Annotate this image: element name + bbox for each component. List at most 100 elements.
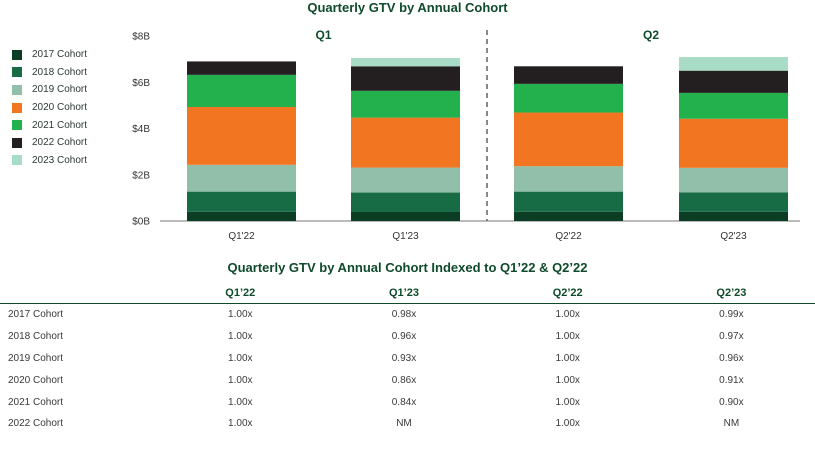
- legend-item: 2018 Cohort: [12, 64, 87, 82]
- table-cell: 1.00x: [228, 331, 253, 343]
- table-cell: 0.97x: [719, 331, 744, 343]
- bar-segment: [351, 192, 460, 212]
- table-cell: 1.00x: [228, 374, 253, 386]
- header-q1-23: Q1’23: [320, 283, 488, 304]
- bar-segment: [351, 90, 460, 118]
- bar-segment: [351, 66, 460, 91]
- table-cell: 0.98x: [391, 309, 417, 321]
- table-cell: 0.84x: [391, 396, 417, 408]
- bar-segment: [514, 66, 623, 84]
- bar-segment: [351, 117, 460, 168]
- table-cell: 1.00x: [228, 418, 253, 430]
- bar-segment: [679, 57, 788, 71]
- table-row: 2019 Cohort 1.00x 0.93x 1.00x 0.96x: [0, 348, 815, 370]
- row-label: 2022 Cohort: [8, 418, 64, 430]
- table-title: Quarterly GTV by Annual Cohort Indexed t…: [227, 260, 588, 275]
- group-label: Q2: [643, 28, 659, 42]
- bar-segment: [679, 192, 788, 212]
- bar-segment: [351, 211, 460, 221]
- header-q2-22: Q2’22: [487, 283, 648, 304]
- bar-segment: [679, 211, 788, 221]
- bar-segment: [187, 106, 296, 165]
- table-cell: 0.96x: [391, 331, 417, 343]
- table-cell: 1.00x: [555, 331, 580, 343]
- table-cell: 1.00x: [228, 309, 253, 321]
- x-tick-label: Q2'22: [555, 231, 582, 242]
- legend-label: 2017 Cohort: [32, 49, 88, 61]
- table-cell: 1.00x: [228, 396, 253, 408]
- legend-item: 2020 Cohort: [12, 99, 87, 117]
- legend-item: 2023 Cohort: [12, 152, 87, 170]
- row-label: 2017 Cohort: [8, 309, 64, 321]
- bar-segment: [679, 118, 788, 168]
- bar-segment: [679, 92, 788, 119]
- y-tick-label: $8B: [132, 32, 150, 43]
- table-row: 2021 Cohort 1.00x 0.84x 1.00x 0.90x: [0, 391, 815, 413]
- row-label: 2020 Cohort: [8, 374, 64, 386]
- bar-segment: [187, 164, 296, 192]
- legend-label: 2021 Cohort: [32, 119, 88, 131]
- legend-label: 2018 Cohort: [32, 66, 88, 78]
- legend-swatch: [12, 137, 22, 148]
- row-label: 2018 Cohort: [8, 331, 64, 343]
- bar-segment: [351, 57, 460, 67]
- header-empty: [0, 283, 161, 304]
- bar-segment: [679, 167, 788, 193]
- row-label: 2019 Cohort: [8, 352, 64, 364]
- legend-label: 2019 Cohort: [32, 84, 88, 96]
- table-cell: 0.90x: [719, 396, 744, 408]
- legend-item: 2017 Cohort: [12, 46, 87, 64]
- table-header-row: Q1’22 Q1’23 Q2’22 Q2’23: [0, 283, 815, 304]
- table-cell: 1.00x: [555, 309, 580, 321]
- header-q1-22: Q1’22: [160, 283, 321, 304]
- table-cell: 0.86x: [391, 374, 417, 386]
- chart-title: Quarterly GTV by Annual Cohort: [307, 0, 508, 15]
- x-tick-label: Q1'23: [392, 231, 419, 242]
- table-cell: 0.91x: [719, 374, 744, 386]
- table-row: 2017 Cohort 1.00x 0.98x 1.00x 0.99x: [0, 304, 815, 326]
- table-cell: NM: [723, 418, 740, 430]
- stacked-bar-chart: $0B $2B $4B $6B $8B Q1 Q2 Q1'22 Q1'23 Q2'22 Q2'23: [132, 28, 800, 242]
- table-cell: 0.93x: [391, 352, 417, 364]
- table-cell: 1.00x: [555, 374, 580, 386]
- x-tick-label: Q1'22: [228, 231, 255, 242]
- y-tick-label: $4B: [132, 124, 150, 135]
- bar-segment: [514, 191, 623, 212]
- y-tick-label: $2B: [132, 170, 150, 181]
- bar-segment: [351, 167, 460, 193]
- bar-segment: [514, 112, 623, 167]
- legend-label: 2022 Cohort: [32, 137, 88, 149]
- legend-swatch: [12, 120, 22, 131]
- legend-item: 2019 Cohort: [12, 81, 87, 99]
- legend-item: 2022 Cohort: [12, 134, 87, 152]
- indexed-table: Q1’22 Q1’23 Q2’22 Q2’23 2017 Cohort 1.00x…: [0, 283, 815, 435]
- table-row: 2022 Cohort 1.00x NM 1.00x NM: [0, 413, 815, 435]
- table-cell: 1.00x: [555, 396, 580, 408]
- table-cell: 1.00x: [555, 352, 580, 364]
- table-cell: NM: [396, 418, 412, 430]
- legend-swatch: [12, 155, 22, 166]
- bar-segment: [679, 70, 788, 93]
- legend-swatch: [12, 49, 22, 60]
- legend-swatch: [12, 102, 22, 113]
- legend-swatch: [12, 67, 22, 78]
- row-label: 2021 Cohort: [8, 396, 64, 408]
- bar-segment: [187, 191, 296, 212]
- table-cell: 1.00x: [228, 352, 253, 364]
- legend-label: 2023 Cohort: [32, 154, 88, 166]
- table-cell: 1.00x: [555, 418, 580, 430]
- bar-segment: [187, 61, 296, 75]
- bar-segment: [514, 211, 623, 221]
- table-cell: 0.99x: [719, 309, 744, 321]
- group-label: Q1: [315, 28, 331, 42]
- legend: 2017 Cohort 2018 Cohort 2019 Cohort 2020 Co…: [12, 46, 87, 169]
- bar-segment: [514, 166, 623, 192]
- legend-item: 2021 Cohort: [12, 116, 87, 134]
- legend-swatch: [12, 84, 22, 95]
- legend-label: 2020 Cohort: [32, 102, 88, 114]
- header-q2-23: Q2’23: [647, 283, 815, 304]
- table-row: 2018 Cohort 1.00x 0.96x 1.00x 0.97x: [0, 326, 815, 348]
- bar-segment: [187, 74, 296, 107]
- y-tick-label: $6B: [132, 78, 150, 89]
- bar-segment: [514, 83, 623, 113]
